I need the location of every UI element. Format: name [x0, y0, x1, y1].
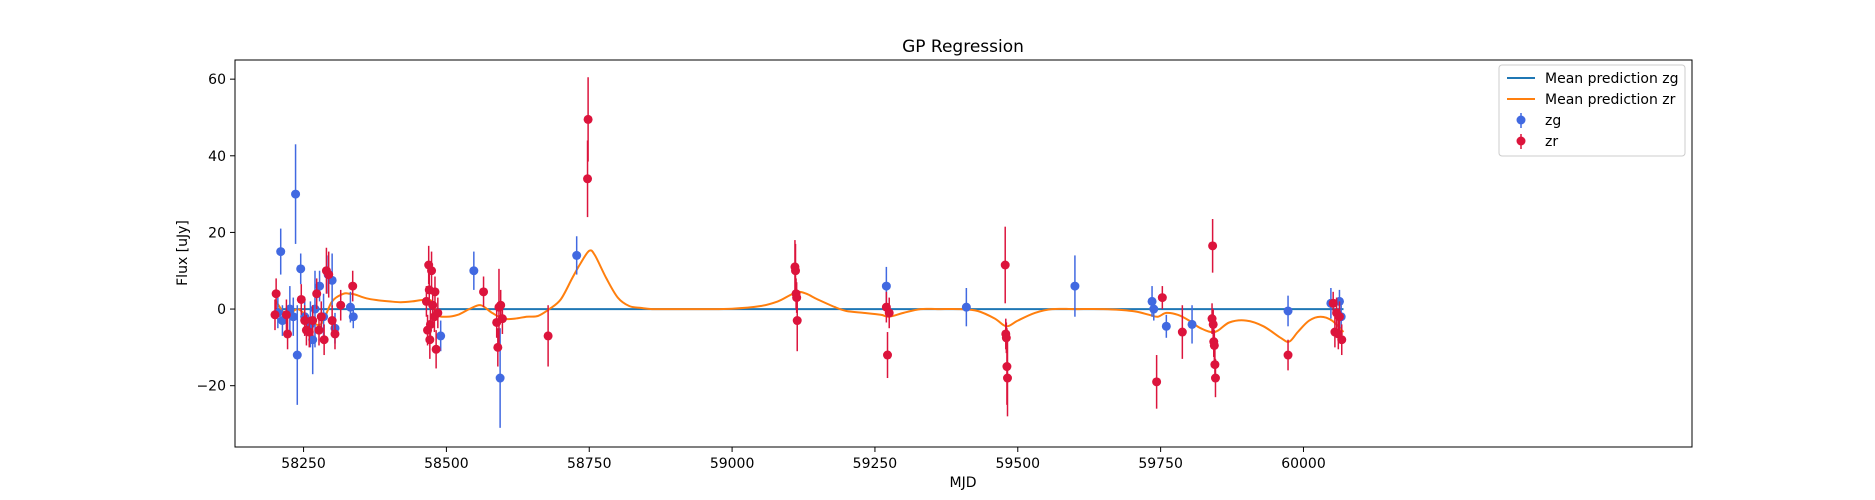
data-point-zg [1161, 321, 1171, 331]
mean-line-zr [274, 249, 1345, 343]
data-point-zr [543, 331, 553, 341]
y-tick-label: 20 [208, 225, 226, 241]
data-point-zr [583, 174, 593, 184]
x-tick-label: 58250 [281, 456, 326, 472]
data-point-zr [1337, 335, 1347, 345]
data-point-zg [310, 304, 320, 314]
data-point-zr [348, 281, 358, 291]
data-point-zg [436, 331, 446, 341]
data-point-zg [1187, 319, 1197, 329]
legend-label-zg-line: Mean prediction zg [1545, 71, 1679, 87]
legend: Mean prediction zg Mean prediction zr zg… [1498, 64, 1686, 157]
data-point-zr [1334, 312, 1344, 322]
data-point-zg [1283, 306, 1293, 316]
data-point-zg [1070, 281, 1080, 291]
x-axis: 58250 58500 58750 59000 59250 59500 59750 60000 [281, 447, 1326, 472]
x-tick-label: 60000 [1281, 456, 1326, 472]
data-point-zr [428, 300, 438, 310]
data-point-zr [300, 316, 310, 326]
data-point-zg [296, 264, 306, 274]
x-tick-label: 59000 [710, 456, 755, 472]
data-point-zr [296, 294, 306, 304]
legend-marker-zr [1516, 136, 1526, 146]
data-point-zr [431, 344, 441, 354]
data-point-zr [314, 325, 324, 335]
data-point-zr [1210, 373, 1220, 383]
data-point-zr [1283, 350, 1293, 360]
plot-frame [234, 59, 1693, 448]
data-point-zr [583, 114, 593, 124]
data-point-zr [308, 316, 318, 326]
x-axis-label: MJD [950, 475, 977, 491]
y-axis: −20 0 20 40 60 [196, 72, 235, 395]
data-point-zr [493, 342, 503, 352]
data-point-zr [1208, 319, 1218, 329]
data-point-zr [1209, 340, 1219, 350]
data-point-zg [572, 250, 582, 260]
data-point-zr [304, 327, 314, 337]
y-tick-label: −20 [196, 379, 226, 395]
data-point-zr [1208, 241, 1218, 251]
data-point-zr [319, 335, 329, 345]
data-point-zr [496, 300, 506, 310]
data-point-zr [283, 329, 293, 339]
x-tick-label: 59500 [996, 456, 1041, 472]
data-point-zr [1157, 293, 1167, 303]
data-point-zr [884, 308, 894, 318]
data-point-zg [469, 266, 479, 276]
data-point-zr [270, 310, 280, 320]
data-point-zr [433, 308, 443, 318]
data-point-zr [792, 316, 802, 326]
y-axis-label: Flux [uJy] [175, 220, 191, 286]
data-point-zr [497, 314, 507, 324]
x-tick-label: 59750 [1138, 456, 1183, 472]
data-point-zr [479, 287, 489, 297]
data-point-zr [1328, 298, 1338, 308]
data-point-zr [430, 287, 440, 297]
data-point-zr [425, 319, 435, 329]
data-point-zr [281, 310, 291, 320]
data-point-zg [495, 373, 505, 383]
data-point-zg [348, 312, 358, 322]
data-point-zr [271, 289, 281, 299]
x-tick-label: 58750 [567, 456, 612, 472]
data-point-zg [961, 302, 971, 312]
data-point-zr [312, 289, 322, 299]
data-point-zr [330, 329, 340, 339]
y-tick-label: 0 [217, 302, 226, 318]
data-point-zg [291, 189, 301, 199]
y-tick-label: 60 [208, 72, 226, 88]
data-point-zg [276, 247, 286, 257]
data-point-zr [1152, 377, 1162, 387]
series-zr [270, 77, 1347, 417]
data-point-zr [883, 350, 893, 360]
x-tick-label: 59250 [853, 456, 898, 472]
legend-marker-zg [1516, 115, 1526, 125]
data-point-zg [288, 312, 298, 322]
data-point-zg [1147, 296, 1157, 306]
data-point-zg [292, 350, 302, 360]
data-point-zr [336, 300, 346, 310]
prediction-lines [274, 249, 1345, 343]
data-point-zr [1177, 327, 1187, 337]
data-point-zg [1149, 304, 1159, 314]
data-point-zg [881, 281, 891, 291]
legend-label-zg: zg [1545, 113, 1561, 129]
data-points [270, 77, 1347, 428]
x-tick-label: 58500 [424, 456, 469, 472]
legend-label-zr-line: Mean prediction zr [1545, 92, 1676, 108]
data-point-zr [791, 266, 801, 276]
data-point-zr [1000, 260, 1010, 270]
data-point-zr [427, 266, 437, 276]
series-zg [273, 144, 1346, 428]
legend-label-zr: zr [1545, 134, 1558, 150]
y-tick-label: 40 [208, 149, 226, 165]
legend-box [1498, 64, 1686, 157]
data-point-zr [316, 312, 326, 322]
data-point-zr [324, 270, 334, 280]
chart-title: GP Regression [902, 37, 1024, 57]
data-point-zr [1002, 373, 1012, 383]
